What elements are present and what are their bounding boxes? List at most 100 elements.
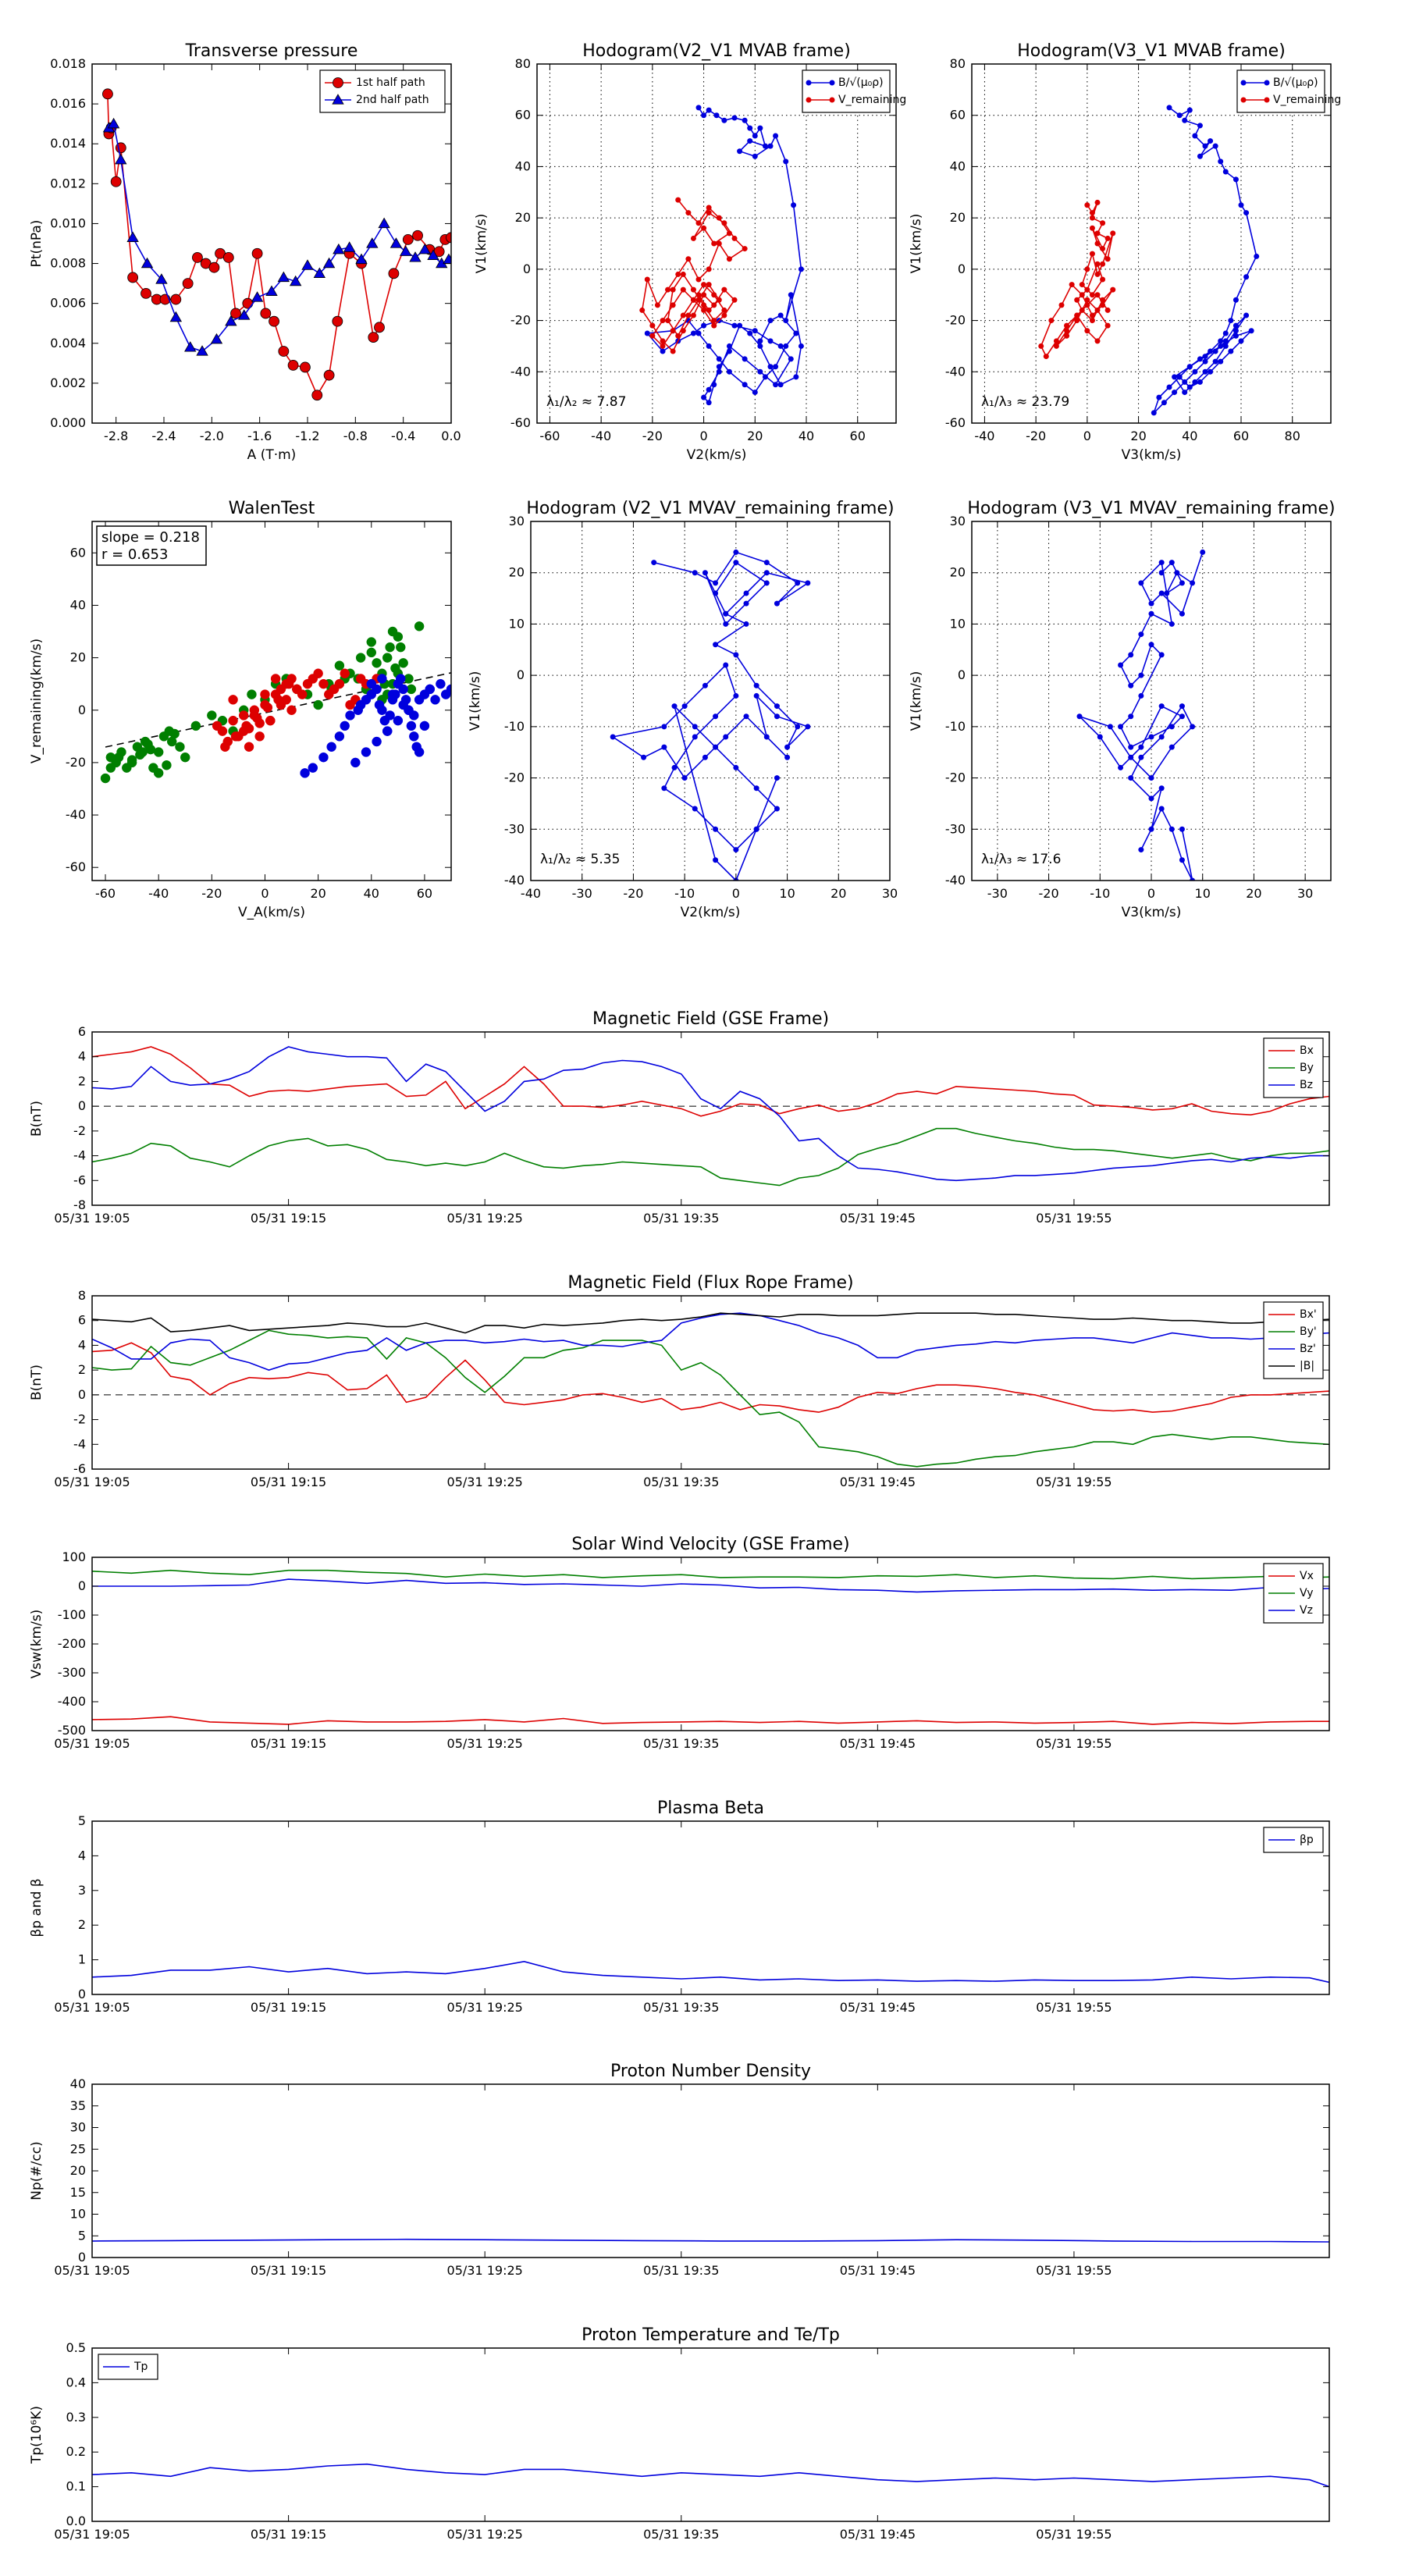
data-point <box>1179 703 1185 710</box>
data-point <box>774 600 780 607</box>
data-point <box>733 764 739 770</box>
chart-hodogram-v3-v1-mvav: -30 -20 -10 0 10 20 30-40-30-20-100102030Hodog… <box>909 499 1336 920</box>
x-tick-label: 20 <box>310 886 325 901</box>
data-point <box>387 689 398 699</box>
data-point <box>1158 590 1165 596</box>
data-point <box>1158 570 1165 576</box>
plot-frame <box>91 521 452 881</box>
x-tick-label: -2.8 <box>104 429 128 443</box>
x-tick-label: 05/31 19:05 <box>54 2527 130 2542</box>
chart-title: Proton Number Density <box>610 2062 811 2081</box>
x-tick-label: -60 <box>95 886 116 901</box>
data-point <box>726 348 732 354</box>
data-point <box>702 570 708 576</box>
data-point <box>262 703 273 713</box>
x-tick-label: 05/31 19:15 <box>251 2527 326 2542</box>
y-tick-label: 80 <box>515 56 531 71</box>
data-point <box>427 249 439 260</box>
chart-title: Plasma Beta <box>657 1799 764 1818</box>
data-point <box>1179 826 1185 832</box>
data-point <box>340 668 350 678</box>
data-point <box>774 703 780 710</box>
data-point <box>1158 560 1165 566</box>
y-tick-label: 4 <box>78 1049 86 1064</box>
data-point <box>1084 297 1090 303</box>
data-point <box>368 332 379 343</box>
data-point <box>1212 358 1218 365</box>
data-point <box>695 220 702 226</box>
data-point <box>1084 202 1090 208</box>
y-tick-label: -30 <box>945 821 966 836</box>
data-point <box>126 755 137 765</box>
data-point <box>1058 302 1065 308</box>
y-tick-label: 0.012 <box>50 176 86 190</box>
data-point <box>695 292 702 298</box>
y-tick-label: 40 <box>950 158 966 173</box>
x-tick-label: 05/31 19:15 <box>251 1475 326 1489</box>
data-point <box>788 292 794 298</box>
data-point <box>767 143 774 149</box>
y-tick-label: -40 <box>510 364 531 379</box>
data-point <box>210 333 223 344</box>
legend-label: By' <box>1300 1325 1317 1338</box>
data-point <box>733 847 739 853</box>
x-tick-label: 05/31 19:25 <box>447 1211 523 1226</box>
y-tick-label: 10 <box>950 616 966 631</box>
legend-label: Vx <box>1300 1570 1314 1582</box>
data-point <box>743 600 749 607</box>
data-point <box>675 197 681 203</box>
y-tick-label: 15 <box>70 2185 86 2200</box>
data-point <box>733 692 739 699</box>
y-tick-label: 2 <box>78 1362 86 1377</box>
x-tick-label: -20 <box>623 886 643 901</box>
y-tick-label: 35 <box>70 2098 86 2113</box>
y-tick-label: 20 <box>950 210 966 225</box>
y-tick-label: -30 <box>504 821 525 836</box>
data-point <box>1232 328 1239 334</box>
data-point <box>1074 318 1080 324</box>
y-axis-label: V1(km/s) <box>468 671 483 731</box>
series-line <box>108 123 450 352</box>
data-point <box>1197 123 1203 129</box>
x-tick-label: -1.2 <box>295 429 319 443</box>
data-point <box>702 754 708 760</box>
legend-label: V_remaining <box>838 94 906 106</box>
y-tick-label: 20 <box>950 565 966 580</box>
x-tick-label: 05/31 19:15 <box>251 1211 326 1226</box>
data-point <box>726 230 732 237</box>
data-point <box>661 724 667 730</box>
data-point <box>1107 724 1113 730</box>
data-point <box>244 742 254 753</box>
data-point <box>1172 374 1178 380</box>
legend-label: |B| <box>1300 1360 1314 1372</box>
data-point <box>1097 734 1103 740</box>
plot-frame <box>91 2083 1330 2258</box>
x-tick-label: 0 <box>1083 429 1091 443</box>
data-point <box>692 734 698 740</box>
plot-frame <box>971 63 1332 424</box>
y-tick-label: -20 <box>945 770 966 785</box>
data-point <box>1064 333 1070 339</box>
data-point <box>182 278 194 290</box>
data-point <box>692 806 698 812</box>
chart-title: Proton Temperature and Te/Tp <box>582 2325 840 2345</box>
data-point <box>805 580 811 586</box>
data-point <box>695 105 702 111</box>
data-point <box>1094 199 1101 205</box>
x-tick-label: 05/31 19:25 <box>447 2527 523 2542</box>
data-point <box>184 341 197 352</box>
x-axis-label: V2(km/s) <box>687 447 747 463</box>
data-point <box>277 271 290 283</box>
data-point <box>1138 847 1144 853</box>
y-tick-label: -4 <box>73 1148 86 1163</box>
axis-ticks: 05/31 19:05 05/31 19:15 05/31 19:25 05/31 1… <box>54 1024 1329 1226</box>
data-point <box>1218 343 1224 349</box>
data-point <box>228 695 238 705</box>
data-point <box>1104 235 1111 241</box>
data-point <box>1079 292 1085 298</box>
data-point <box>126 231 139 242</box>
y-tick-label: 25 <box>70 2141 86 2156</box>
data-point <box>753 826 759 832</box>
x-tick-label: -30 <box>987 886 1008 901</box>
y-tick-label: 60 <box>515 108 531 123</box>
